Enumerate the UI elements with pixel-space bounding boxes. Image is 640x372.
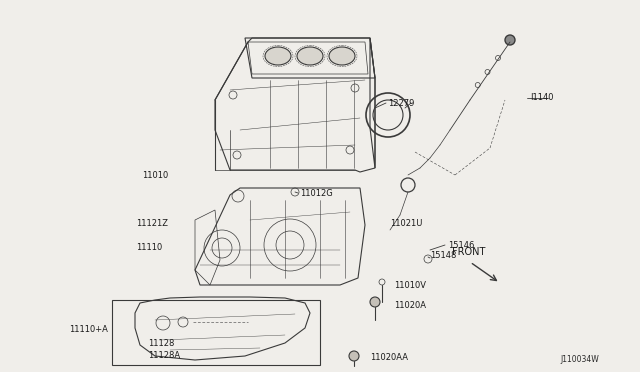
Text: FRONT: FRONT: [452, 247, 485, 257]
Text: 15148: 15148: [430, 250, 456, 260]
Text: 11110+A: 11110+A: [69, 326, 108, 334]
Text: 11128: 11128: [148, 340, 174, 349]
Ellipse shape: [297, 47, 323, 65]
Text: 11110: 11110: [136, 244, 162, 253]
Text: I1140: I1140: [530, 93, 554, 103]
Text: 11012G: 11012G: [300, 189, 333, 198]
Bar: [112, 300, 320, 365]
Text: 11021U: 11021U: [390, 218, 422, 228]
Text: 11010V: 11010V: [394, 282, 426, 291]
Text: 11128A: 11128A: [148, 352, 180, 360]
Text: 11010: 11010: [141, 170, 168, 180]
Circle shape: [370, 297, 380, 307]
Text: J110034W: J110034W: [560, 356, 599, 365]
Circle shape: [349, 351, 359, 361]
Text: 12279: 12279: [388, 99, 414, 108]
Ellipse shape: [329, 47, 355, 65]
Text: 11121Z: 11121Z: [136, 218, 168, 228]
Circle shape: [505, 35, 515, 45]
Text: 15146: 15146: [448, 241, 474, 250]
Text: 11020AA: 11020AA: [370, 353, 408, 362]
Text: 11020A: 11020A: [394, 301, 426, 310]
Ellipse shape: [265, 47, 291, 65]
